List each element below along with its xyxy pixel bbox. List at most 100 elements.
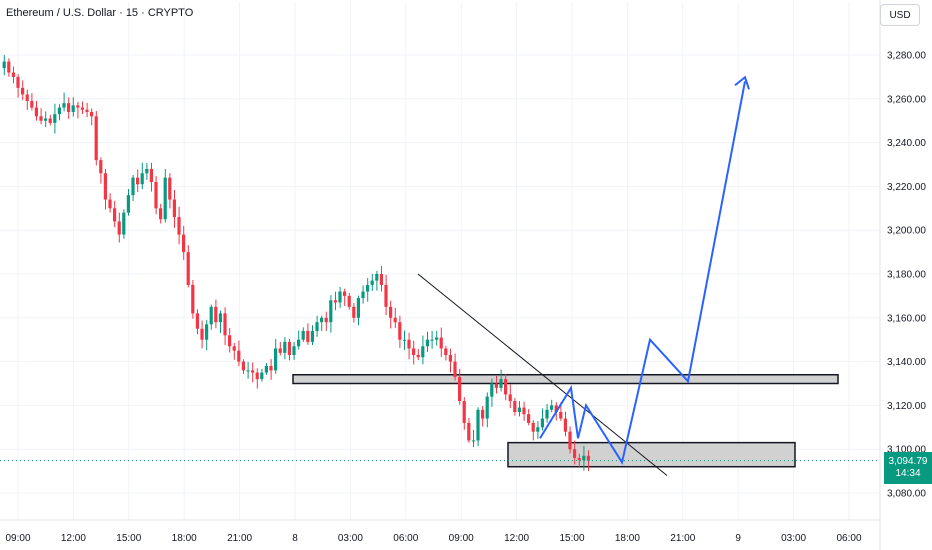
candle-body	[264, 365, 268, 373]
candle-body	[471, 440, 475, 442]
price-tick-label: 3,280.00	[887, 51, 926, 62]
candle-body	[57, 107, 61, 115]
price-tick-label: 3,260.00	[887, 94, 926, 105]
candle-body	[384, 284, 388, 307]
time-tick-label: 09:00	[449, 533, 474, 544]
candle-body	[255, 372, 259, 380]
price-tick-label: 3,120.00	[887, 401, 926, 412]
candle-body	[333, 300, 337, 303]
candle-body	[126, 195, 130, 213]
last-price-tag: 3,094.79 14:34	[884, 452, 932, 484]
candle-body	[379, 274, 383, 285]
candle-body	[195, 313, 199, 329]
candle-body	[269, 365, 273, 371]
candle-body	[393, 317, 397, 323]
price-tick-label: 3,140.00	[887, 357, 926, 368]
candle-body	[292, 346, 296, 356]
candle-body	[389, 306, 393, 318]
time-tick-label: 21:00	[670, 533, 695, 544]
candle-body	[490, 383, 494, 397]
candle-body	[347, 295, 351, 307]
candle-body	[421, 346, 425, 358]
candle-body	[494, 383, 498, 388]
candle-body	[30, 100, 34, 108]
candle-body	[209, 306, 213, 325]
currency-button[interactable]: USD	[880, 4, 920, 26]
candle-body	[177, 217, 181, 235]
candle-body	[439, 337, 443, 349]
candle-body	[2, 61, 6, 69]
candle-body	[274, 348, 278, 371]
candle-body	[481, 409, 485, 419]
candle-body	[398, 322, 402, 340]
candle-body	[7, 61, 11, 73]
candle-body	[99, 160, 103, 174]
bar-countdown: 14:34	[895, 468, 921, 479]
candle-body	[251, 370, 255, 373]
candle-body	[25, 94, 29, 101]
candle-body	[218, 313, 222, 323]
price-tick-label: 3,080.00	[887, 489, 926, 500]
candle-body	[550, 405, 554, 410]
candle-body	[370, 280, 374, 285]
candle-body	[232, 346, 236, 351]
candle-body	[131, 177, 135, 196]
candle-body	[283, 341, 287, 353]
last-price-value: 3,094.79	[888, 456, 928, 467]
candle-body	[163, 177, 167, 220]
candle-body	[476, 409, 480, 441]
candle-body	[145, 168, 149, 174]
candle-body	[21, 87, 25, 95]
candle-body	[237, 350, 241, 362]
candle-body	[62, 103, 66, 108]
chart-grid	[0, 0, 881, 550]
price-tick-label: 3,160.00	[887, 313, 926, 324]
time-tick-label: 18:00	[172, 533, 197, 544]
candle-body	[416, 355, 420, 358]
candle-body	[568, 431, 572, 450]
candle-body	[67, 103, 71, 112]
time-tick-label: 8	[292, 533, 298, 544]
descending-trendline	[417, 273, 668, 476]
candle-body	[136, 177, 140, 185]
time-tick-label: 06:00	[393, 533, 418, 544]
price-tick-label: 3,220.00	[887, 182, 926, 193]
candle-body	[191, 284, 195, 314]
candle-body	[287, 341, 291, 356]
candle-body	[53, 114, 57, 123]
time-tick-label: 06:00	[836, 533, 861, 544]
time-tick-label: 9	[735, 533, 741, 544]
candle-body	[200, 328, 204, 340]
candle-body	[545, 409, 549, 419]
candle-body	[462, 401, 466, 423]
candle-body	[343, 291, 347, 296]
candle-body	[76, 105, 80, 108]
candle-body	[71, 105, 75, 112]
time-tick-label: 03:00	[781, 533, 806, 544]
candle-body	[338, 291, 342, 303]
symbol-title: Ethereum / U.S. Dollar · 15 · CRYPTO	[6, 7, 194, 19]
candle-body	[444, 348, 448, 356]
candle-body	[540, 418, 544, 428]
candle-body	[554, 405, 558, 412]
candle-body	[467, 422, 471, 441]
price-tick-label: 3,100.00	[887, 445, 926, 456]
resistance-zone	[292, 373, 839, 385]
candle-body	[536, 427, 540, 432]
time-tick-label: 15:00	[116, 533, 141, 544]
candle-body	[407, 339, 411, 349]
candle-body	[559, 411, 563, 419]
candle-body	[80, 107, 84, 110]
time-tick-label: 03:00	[338, 533, 363, 544]
candle-body	[228, 335, 232, 347]
candle-body	[577, 457, 581, 461]
candle-body	[324, 317, 328, 323]
candle-body	[522, 407, 526, 415]
candle-body	[297, 339, 301, 347]
candle-body	[402, 339, 406, 341]
candle-body	[159, 208, 163, 220]
price-tick-label: 3,200.00	[887, 226, 926, 237]
candlestick-series	[2, 55, 590, 472]
price-tick-label: 3,240.00	[887, 138, 926, 149]
